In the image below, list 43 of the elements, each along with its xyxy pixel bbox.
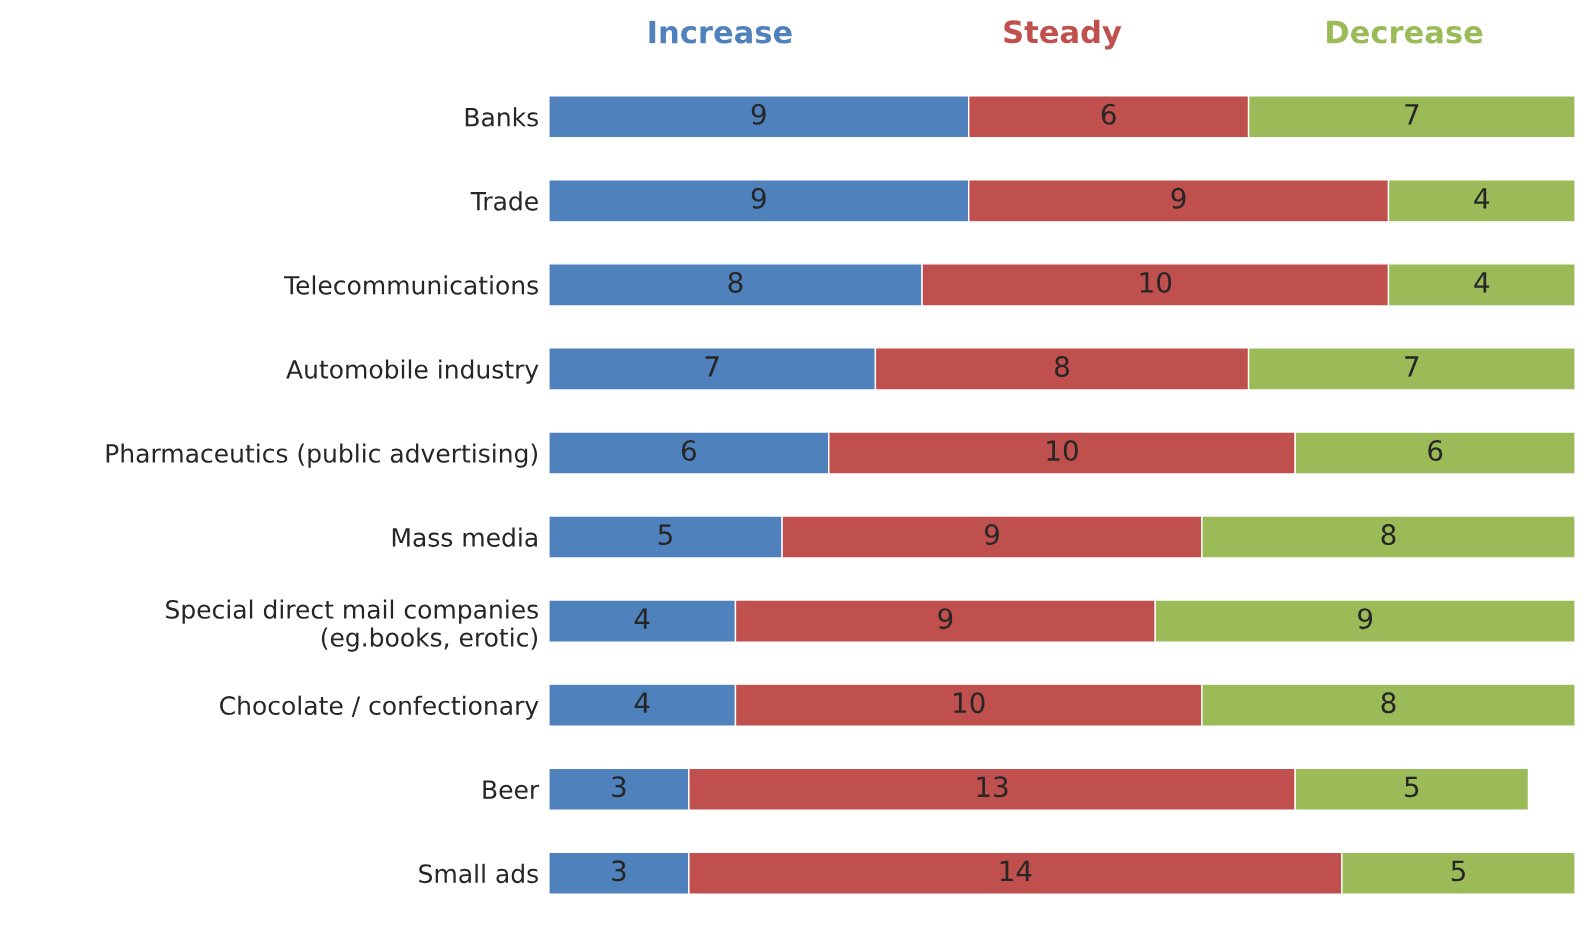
- data-label: 7: [705, 356, 719, 377]
- data-label: 8: [1381, 524, 1396, 546]
- data-label: 4: [1474, 272, 1490, 293]
- y-tick-label: Pharmaceutics (public advertising): [106, 443, 538, 468]
- data-label: 14: [1000, 860, 1032, 881]
- data-label: 9: [751, 103, 766, 125]
- data-label: 9: [751, 187, 766, 209]
- y-tick-label: Telecommunications: [284, 275, 538, 295]
- data-label: 6: [1101, 103, 1116, 125]
- data-label: 7: [1405, 104, 1419, 125]
- series-label: Increase: [649, 20, 792, 44]
- y-tick-label: Mass media: [392, 527, 537, 547]
- y-tick-label: Special direct mail companies (eg.books, erotic): [166, 599, 538, 652]
- y-tick-label: Automobile industry: [286, 359, 539, 384]
- data-label: 6: [1428, 440, 1443, 462]
- data-label: 8: [728, 271, 743, 293]
- data-label: 5: [1405, 776, 1419, 798]
- data-label: 7: [1405, 356, 1419, 377]
- data-label: 10: [954, 692, 985, 714]
- data-label: 5: [1451, 860, 1465, 882]
- y-tick-label: Trade: [470, 191, 538, 211]
- data-label: 9: [1358, 608, 1373, 630]
- data-label: 4: [1474, 188, 1490, 209]
- data-label: 10: [1047, 440, 1078, 462]
- data-label: 13: [977, 776, 1008, 798]
- data-label: 6: [681, 440, 696, 462]
- series-label: Steady: [1004, 19, 1122, 50]
- data-label: 4: [634, 608, 650, 629]
- data-label: 3: [612, 860, 626, 882]
- y-tick-label: Beer: [483, 780, 540, 800]
- data-label: 5: [658, 524, 672, 546]
- data-label: 10: [1140, 271, 1172, 293]
- data-label: 9: [1171, 187, 1186, 209]
- data-label: 9: [984, 524, 999, 546]
- y-tick-label: Chocolate / confectionary: [220, 695, 539, 720]
- y-tick-label: Banks: [465, 107, 538, 127]
- data-label: 3: [612, 776, 626, 798]
- data-label: 8: [1381, 692, 1396, 714]
- series-label: Decrease: [1327, 20, 1483, 44]
- data-label: 8: [1055, 355, 1069, 377]
- data-label: 9: [938, 608, 953, 630]
- y-tick-label: Small ads: [419, 863, 538, 884]
- data-label: 4: [634, 692, 650, 713]
